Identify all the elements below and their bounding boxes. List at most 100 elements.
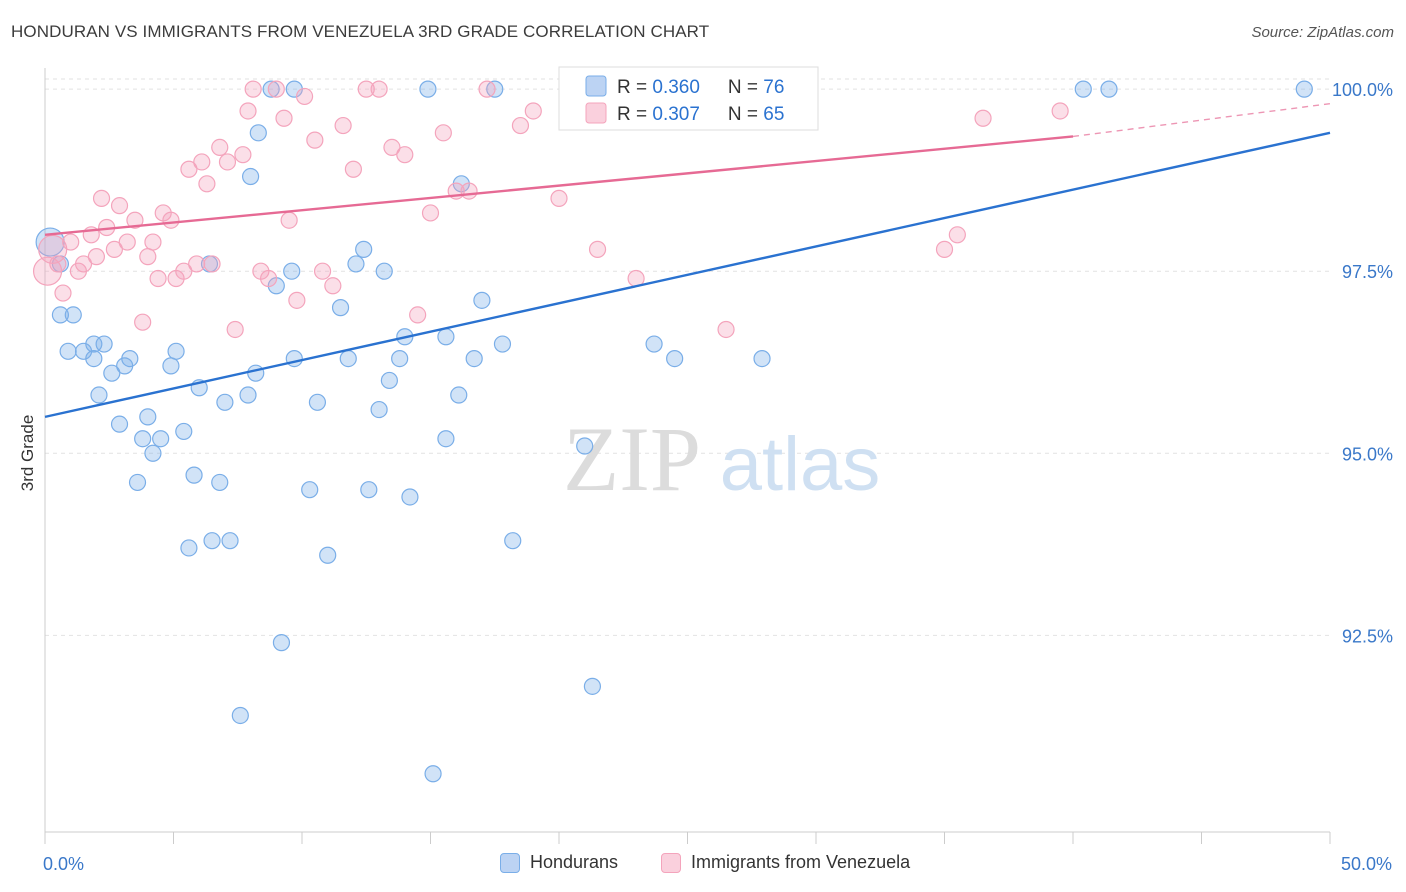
point-hondurans (167, 342, 185, 360)
point-venezuela (524, 102, 542, 120)
stats-n-venezuela: 65 (763, 104, 784, 125)
point-venezuela (175, 262, 193, 280)
point-venezuela (149, 269, 167, 288)
point-hondurans (239, 386, 257, 404)
point-venezuela (74, 255, 93, 273)
point-hondurans (152, 430, 170, 448)
stats-r-hondurans: 0.360 (652, 77, 700, 98)
point-hondurans (493, 335, 512, 353)
legend-item-hondurans: Hondurans (500, 852, 618, 873)
point-venezuela (306, 131, 324, 149)
legend-swatch-hondurans (500, 852, 520, 873)
point-hondurans (134, 430, 152, 448)
watermark-atlas: atlas (720, 422, 881, 507)
trend-line-hondurans (44, 131, 1331, 419)
stats-row-venezuela: R = 0.307 N = 65 (617, 104, 784, 125)
point-hondurans (419, 80, 437, 98)
point-venezuela (370, 80, 388, 98)
legend-item-venezuela: Immigrants from Venezuela (661, 852, 910, 873)
point-hondurans (272, 634, 291, 652)
legend-label-venezuela: Immigrants from Venezuela (691, 852, 911, 872)
stats-n-hondurans: 76 (763, 77, 784, 98)
point-hondurans (51, 306, 70, 324)
point-venezuela (267, 80, 285, 98)
point-hondurans (583, 677, 602, 695)
stats-n-label-hondurans: N = (728, 77, 763, 98)
point-venezuela (87, 248, 106, 266)
point-hondurans (666, 350, 684, 368)
point-venezuela (409, 306, 427, 324)
point-hondurans (301, 481, 319, 499)
point-hondurans (576, 437, 594, 455)
point-venezuela (295, 87, 314, 106)
point-hondurans (355, 240, 373, 258)
stats-row-hondurans: R = 0.360 N = 76 (617, 77, 784, 98)
point-hondurans (504, 532, 522, 550)
point-hondurans (242, 167, 260, 186)
point-venezuela (357, 80, 375, 98)
trend-line-venezuela-extension (1072, 103, 1331, 138)
point-hondurans (231, 706, 249, 725)
point-hondurans (85, 350, 103, 368)
stats-swatch-hondurans (585, 75, 607, 97)
point-venezuela (478, 80, 496, 98)
x-tick-label-min: 0.0% (43, 854, 84, 874)
legend-label-hondurans: Hondurans (530, 852, 619, 872)
point-venezuela (344, 160, 362, 178)
point-venezuela (218, 153, 237, 171)
y-tick-label: 95.0% (1342, 444, 1393, 464)
y-tick-label: 92.5% (1342, 626, 1393, 646)
watermark-zip: ZIP (563, 408, 701, 510)
stats-legend: R = 0.360 N = 76 R = 0.307 N = 65 (558, 66, 819, 131)
point-hondurans (185, 466, 203, 484)
stats-r-label-hondurans: R = (617, 77, 652, 98)
point-venezuela (144, 233, 162, 251)
x-tick-label-max: 50.0% (1341, 854, 1392, 874)
point-hondurans (347, 255, 365, 273)
point-hondurans (450, 386, 468, 404)
stats-swatch-venezuela (585, 102, 607, 124)
trend-line-venezuela (44, 135, 1074, 236)
point-venezuela (421, 204, 440, 222)
point-venezuela (180, 160, 198, 178)
point-hondurans (180, 539, 198, 557)
point-venezuela (139, 248, 157, 266)
legend-swatch-venezuela (661, 852, 681, 873)
point-venezuela (717, 320, 735, 339)
point-venezuela (92, 189, 111, 207)
point-venezuela (948, 226, 966, 244)
point-hondurans (319, 546, 337, 564)
data-points (32, 80, 1313, 783)
point-venezuela (280, 211, 298, 229)
grid-lines (45, 78, 1330, 636)
point-venezuela (198, 175, 216, 193)
point-hondurans (401, 488, 419, 506)
point-hondurans (221, 532, 239, 550)
point-venezuela (118, 233, 136, 251)
point-venezuela (935, 240, 954, 258)
point-venezuela (511, 116, 530, 135)
point-hondurans (339, 350, 357, 368)
point-hondurans (437, 328, 455, 346)
point-hondurans (90, 386, 108, 404)
point-hondurans (1074, 80, 1092, 98)
trend-lines (44, 103, 1331, 419)
point-venezuela (334, 116, 352, 135)
point-venezuela (383, 138, 401, 156)
y-tick-labels: 100.0% 97.5% 95.0% 92.5% (1332, 80, 1393, 646)
point-hondurans (128, 473, 147, 492)
chart-source: Source: ZipAtlas.com (1251, 24, 1394, 41)
stats-r-venezuela: 0.307 (652, 104, 700, 125)
point-venezuela (460, 182, 478, 200)
point-venezuela (239, 102, 257, 120)
point-hondurans (391, 350, 409, 368)
point-hondurans (370, 400, 388, 419)
point-hondurans (424, 765, 442, 783)
point-hondurans (162, 357, 180, 375)
point-venezuela (1051, 102, 1069, 120)
point-hondurans (283, 262, 301, 280)
point-venezuela (324, 277, 342, 295)
point-hondurans (473, 291, 491, 309)
point-venezuela (226, 320, 244, 339)
point-venezuela (188, 255, 206, 273)
